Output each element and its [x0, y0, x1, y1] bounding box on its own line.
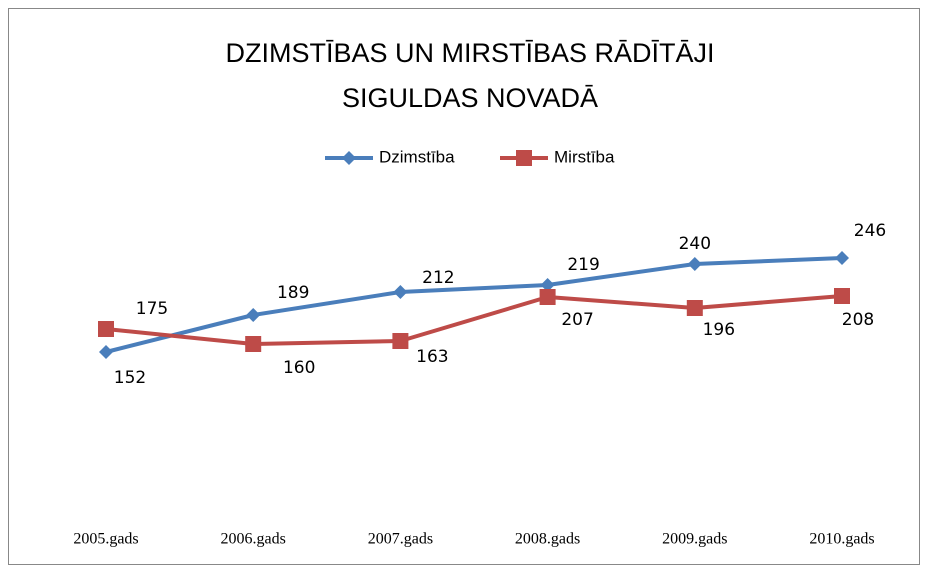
marker — [245, 336, 262, 352]
marker — [342, 151, 356, 165]
marker — [516, 150, 532, 166]
marker — [539, 289, 556, 305]
data-label: 175 — [136, 299, 168, 319]
x-tick-label: 2006.gads — [221, 531, 286, 548]
x-tick-label: 2010.gads — [809, 531, 874, 548]
legend-label: Mirstība — [554, 147, 615, 166]
x-tick-label: 2005.gads — [73, 531, 138, 548]
marker — [98, 321, 114, 337]
line — [105, 256, 843, 354]
marker — [540, 278, 555, 292]
data-label: 152 — [114, 368, 146, 388]
chart-frame — [8, 8, 920, 565]
marker — [835, 251, 849, 265]
data-label: 207 — [561, 310, 593, 330]
x-tick-label: 2007.gads — [368, 531, 433, 548]
data-label: 246 — [854, 221, 886, 241]
x-tick-label: 2009.gads — [662, 531, 727, 548]
x-tick-label: 2008.gads — [515, 531, 580, 548]
marker — [99, 345, 113, 359]
line — [105, 294, 843, 346]
marker — [393, 285, 408, 299]
marker — [834, 288, 850, 304]
chart-title: DZIMSTĪBAS UN MIRSTĪBAS RĀDĪTĀJI — [225, 38, 714, 68]
chart-title: SIGULDAS NOVADĀ — [342, 83, 598, 113]
data-label: 212 — [422, 268, 454, 288]
data-label: 219 — [567, 255, 599, 275]
legend-label: Dzimstība — [379, 147, 455, 166]
marker — [392, 333, 409, 349]
data-label: 196 — [703, 320, 735, 340]
data-label: 208 — [842, 310, 874, 330]
data-label: 240 — [679, 234, 711, 254]
data-label: 189 — [277, 283, 309, 303]
marker — [686, 300, 703, 316]
marker — [687, 257, 702, 271]
data-label: 163 — [416, 347, 448, 367]
marker — [246, 308, 261, 322]
data-label: 160 — [283, 358, 315, 378]
